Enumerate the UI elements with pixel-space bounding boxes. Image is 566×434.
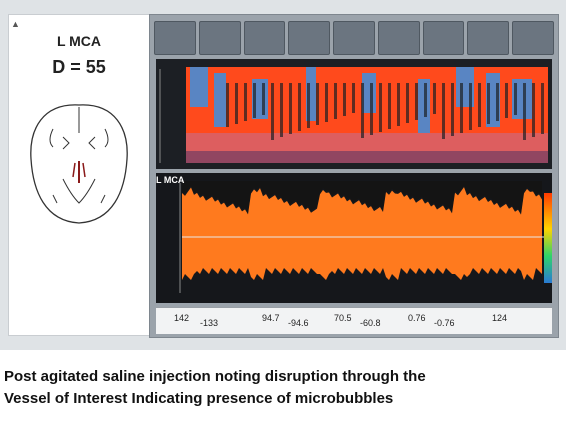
m-mode-gap: [226, 83, 229, 127]
readout-value: 94.7: [262, 313, 280, 323]
caption-line-2: Vessel of Interest Indicating presence o…: [4, 390, 394, 407]
m-mode-gap: [505, 83, 508, 118]
parameter-bar: [154, 21, 555, 55]
m-mode-gap: [487, 83, 490, 124]
m-mode-gap: [271, 83, 274, 140]
param-box: [422, 21, 465, 55]
readout-value: -94.6: [288, 318, 309, 328]
m-mode-gap: [406, 83, 409, 123]
m-mode-gap: [235, 83, 238, 124]
m-mode-gap: [496, 83, 499, 121]
spectral-doppler-display: [156, 173, 552, 303]
m-mode-gap: [280, 83, 283, 137]
m-mode-gap: [289, 83, 292, 134]
m-mode-gap: [379, 83, 382, 132]
m-mode-gap: [433, 83, 436, 114]
m-mode-gap: [343, 83, 346, 116]
m-mode-gap: [514, 83, 517, 115]
param-box: [377, 21, 420, 55]
readout-value: 70.5: [334, 313, 352, 323]
figure-caption: Post agitated saline injection noting di…: [4, 366, 564, 410]
readout-value: -60.8: [360, 318, 381, 328]
readout-value: -0.76: [434, 318, 455, 328]
m-mode-blue-patch: [306, 67, 316, 121]
m-mode-gap: [469, 83, 472, 130]
spectral-dark-envelope: [182, 181, 542, 213]
m-mode-gap: [307, 83, 310, 128]
depth-label: D = 55: [52, 57, 106, 77]
m-mode-gap: [532, 83, 535, 137]
m-mode-blue-patch: [214, 73, 226, 127]
param-box: [467, 21, 510, 55]
spectral-waveform: [182, 187, 542, 280]
m-mode-gap: [442, 83, 445, 139]
m-mode-gap: [316, 83, 319, 125]
m-mode-gap: [541, 83, 544, 134]
m-mode-blue-patch: [362, 73, 376, 113]
m-mode-gap: [325, 83, 328, 122]
m-mode-blue-patch: [190, 67, 208, 107]
vessel-diagram-panel: ▲ L MCA D = 55: [8, 14, 150, 336]
spectral-vessel-label: L MCA: [156, 175, 185, 185]
param-box: [288, 21, 331, 55]
param-box: [198, 21, 241, 55]
doppler-monitor: L MCA 142 -133 94.7 -94.6 70.5 -60.8 0.7…: [149, 14, 559, 338]
readout-value: -133: [200, 318, 219, 328]
m-mode-display: [156, 59, 552, 169]
m-mode-gap: [397, 83, 400, 126]
param-box: [243, 21, 286, 55]
velocity-readout-bar: 142 -133 94.7 -94.6 70.5 -60.8 0.76 -0.7…: [156, 307, 552, 334]
m-mode-dark-gaps: [226, 83, 544, 140]
scroll-up-icon: ▲: [11, 19, 20, 29]
m-mode-gap: [334, 83, 337, 119]
readout-value: 0.76: [408, 313, 426, 323]
param-box: [154, 21, 196, 55]
m-mode-gap: [361, 83, 364, 138]
m-mode-gap: [523, 83, 526, 140]
vessel-name: L MCA: [56, 33, 102, 49]
m-mode-gap: [478, 83, 481, 127]
m-mode-gap: [370, 83, 373, 135]
brain-outline-icon: [30, 104, 128, 224]
readout-value: 124: [492, 313, 508, 323]
ultrasound-photo: ▲ L MCA D = 55: [0, 0, 566, 350]
caption-line-1: Post agitated saline injection noting di…: [4, 368, 426, 385]
param-box: [333, 21, 375, 55]
m-mode-gap: [253, 83, 256, 118]
m-mode-gap: [244, 83, 247, 121]
m-mode-gap: [424, 83, 427, 117]
m-mode-gap: [262, 83, 265, 115]
param-box: [512, 21, 555, 55]
m-mode-gap: [388, 83, 391, 129]
m-mode-gap: [415, 83, 418, 120]
m-mode-gap: [352, 83, 355, 113]
readout-value: 142: [174, 313, 190, 323]
m-mode-gap: [460, 83, 463, 133]
m-mode-gap: [451, 83, 454, 136]
m-mode-gap: [298, 83, 301, 131]
